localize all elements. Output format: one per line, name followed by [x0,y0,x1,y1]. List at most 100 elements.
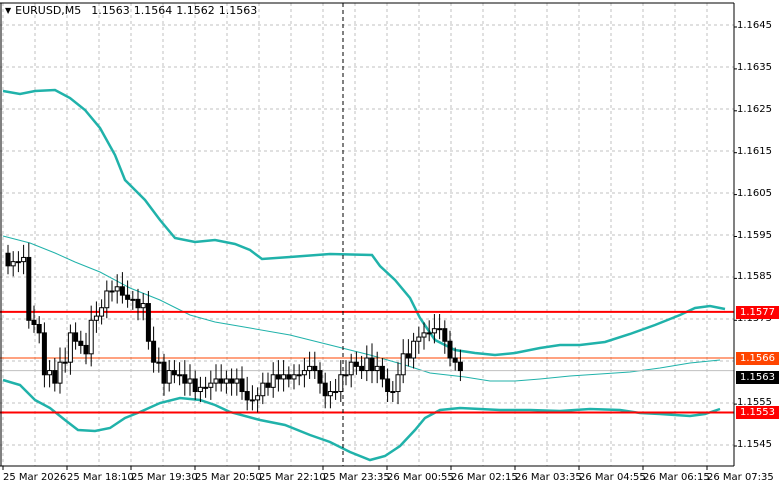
chart-header: ▼ EURUSD,M5 1.1563 1.1564 1.1562 1.1563 [5,4,257,17]
candle-bullish [281,374,287,380]
candle-bearish [78,340,84,346]
candle-bullish [301,370,307,376]
candle-bullish [364,357,370,372]
candle-bullish [21,256,27,263]
candle-bullish [130,298,136,301]
candle-bearish [312,365,318,372]
candle-bullish [421,332,427,338]
candle-bullish [343,374,349,377]
price-axis-label: 1.1605 [737,187,772,199]
candle-bullish [338,374,344,393]
time-axis-label: 25 Mar 19:30 [131,472,198,483]
candle-bullish [67,332,73,363]
time-axis-label: 25 Mar 22:10 [259,472,326,483]
time-axis-label: 25 Mar 2026 [3,472,67,483]
candle-bearish [353,361,359,367]
price-axis-label: 1.1585 [737,271,772,283]
bollinger-middle-band [2,235,721,382]
price-tag-current: 1.1563 [736,370,779,384]
candle-bullish [296,374,302,377]
candle-bearish [379,365,385,380]
candle-bullish [57,361,63,384]
candle-bullish [426,332,432,335]
candle-bullish [291,374,297,380]
candle-bullish [307,365,313,372]
candle-bullish [333,391,339,394]
price-axis-label: 1.1555 [737,397,772,409]
candle-bullish [109,290,115,293]
candle-bullish [140,303,146,309]
candle-bullish [10,261,16,267]
price-axis-label: 1.1635 [737,61,772,73]
candle-bullish [374,365,380,372]
candle-bullish [203,386,209,389]
candle-bearish [171,370,177,376]
candle-bearish [447,340,453,359]
candle-bullish [348,361,354,376]
candle-bearish [359,365,365,372]
high-value: 1.1564 [133,4,173,17]
price-tag-resistance: 1.1577 [736,305,779,319]
time-axis-label: 25 Mar 23:35 [323,472,390,483]
candle-bullish [166,370,172,384]
candle-bearish [31,319,37,325]
candle-bearish [135,298,141,309]
candle-bullish [99,307,105,317]
candle-bullish [223,378,229,384]
candle-bearish [229,378,235,384]
time-axis-label: 26 Mar 06:15 [643,472,710,483]
candle-bullish [395,374,401,393]
candle-bearish [83,344,89,355]
symbol-label: EURUSD,M5 [15,4,82,17]
candle-bearish [161,361,167,384]
candle-bearish [239,378,245,393]
price-axis-label: 1.1625 [737,103,772,115]
candle-bullish [156,361,162,364]
candle-bearish [369,357,375,372]
candle-bullish [62,361,68,364]
candle-bearish [145,303,151,342]
candle-bullish [431,328,437,334]
time-axis-label: 26 Mar 04:55 [579,472,646,483]
candle-bullish [187,378,193,384]
candle-bearish [5,252,11,267]
candle-bullish [416,336,422,342]
time-axis-label: 26 Mar 07:35 [707,472,774,483]
candle-bearish [244,391,250,401]
candle-bearish [119,286,125,296]
candle-bullish [437,328,443,331]
candle-bearish [26,256,32,321]
time-axis-label: 25 Mar 18:10 [67,472,134,483]
collapse-arrow-icon[interactable]: ▼ [5,6,12,15]
candle-bearish [286,374,292,380]
candle-bearish [182,374,188,384]
candle-bearish [192,378,198,393]
time-axis-label: 26 Mar 02:15 [451,472,518,483]
candle-bearish [73,332,79,342]
candle-bullish [327,391,333,397]
price-axis-label: 1.1645 [737,20,772,31]
candle-bullish [197,386,203,393]
candle-bullish [400,353,406,376]
candle-bullish [47,370,53,376]
price-axis-label: 1.1615 [737,145,772,157]
candle-bullish [390,391,396,394]
candle-bullish [104,290,110,309]
candle-bearish [322,382,328,397]
candle-bearish [125,294,131,300]
time-axis-label: 26 Mar 03:35 [515,472,582,483]
candle-bearish [385,378,391,393]
candle-bullish [208,382,214,388]
bollinger-lower-band [2,378,721,462]
time-axis-label: 25 Mar 20:50 [195,472,262,483]
candle-bearish [275,374,281,380]
candle-bullish [15,261,21,264]
candle-bullish [411,340,417,359]
candle-bearish [457,361,463,372]
close-value: 1.1563 [218,4,258,17]
candle-bearish [41,332,47,376]
candle-bullish [234,378,240,384]
candle-bullish [93,315,99,321]
